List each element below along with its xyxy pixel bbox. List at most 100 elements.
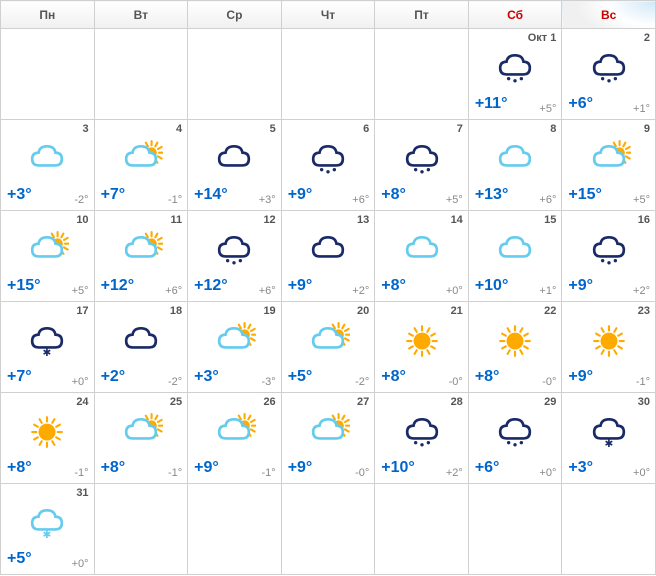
- day-cell[interactable]: 25+8°-1°: [94, 393, 188, 484]
- low-temp: +2°: [446, 467, 463, 479]
- day-number-value: 15: [544, 214, 556, 226]
- sun-icon: [1, 411, 94, 451]
- day-number: 13: [357, 214, 369, 226]
- cloud-dark-rain-icon: [469, 411, 562, 451]
- cloud-dark-rain-icon: [375, 411, 468, 451]
- day-cell[interactable]: 11+12°+6°: [94, 211, 188, 302]
- day-number-value: 19: [263, 305, 275, 317]
- day-number: 19: [263, 305, 275, 317]
- day-number: 14: [451, 214, 463, 226]
- day-cell[interactable]: 14+8°+0°: [375, 211, 469, 302]
- high-temp: +12°: [194, 277, 228, 295]
- day-cell[interactable]: 5+14°+3°: [188, 120, 282, 211]
- cloud-dark-rain-icon: [282, 138, 375, 178]
- day-number: 17: [76, 305, 88, 317]
- day-cell[interactable]: 26+9°-1°: [188, 393, 282, 484]
- day-number: 10: [76, 214, 88, 226]
- cloud-dark-icon: [282, 229, 375, 269]
- calendar-row: 24+8°-1°25+8°-1°26+9°-1°27+9°-0°28+10°+2…: [1, 393, 656, 484]
- high-temp: +3°: [568, 459, 593, 477]
- day-cell[interactable]: 8+13°+6°: [468, 120, 562, 211]
- cloud-dark-icon: [188, 138, 281, 178]
- high-temp: +3°: [194, 368, 219, 386]
- day-cell[interactable]: 22+8°-0°: [468, 302, 562, 393]
- high-temp: +9°: [288, 186, 313, 204]
- low-temp: +5°: [633, 194, 650, 206]
- high-temp: +10°: [475, 277, 509, 295]
- weekday-header: Сб: [468, 1, 562, 29]
- high-temp: +15°: [568, 186, 602, 204]
- day-cell[interactable]: 20+5°-2°: [281, 302, 375, 393]
- sun-icon: [375, 320, 468, 360]
- day-cell[interactable]: 23+9°-1°: [562, 302, 656, 393]
- weekday-header: Вс: [562, 1, 656, 29]
- low-temp: +2°: [633, 285, 650, 297]
- day-number: 2: [644, 32, 650, 44]
- svg-text:✱: ✱: [43, 347, 52, 358]
- weekday-header: Ср: [188, 1, 282, 29]
- day-number: 15: [544, 214, 556, 226]
- day-number-value: 22: [544, 305, 556, 317]
- day-cell[interactable]: 7+8°+5°: [375, 120, 469, 211]
- day-number: 16: [638, 214, 650, 226]
- day-cell[interactable]: 18+2°-2°: [94, 302, 188, 393]
- day-cell: [375, 29, 469, 120]
- day-number: 31: [76, 487, 88, 499]
- day-cell[interactable]: 28+10°+2°: [375, 393, 469, 484]
- high-temp: +6°: [568, 95, 593, 113]
- day-cell[interactable]: 3+3°-2°: [1, 120, 95, 211]
- day-number: 27: [357, 396, 369, 408]
- svg-text:✱: ✱: [43, 529, 52, 540]
- cloud-dark-rain-icon: [375, 138, 468, 178]
- day-number-value: 28: [451, 396, 463, 408]
- day-cell[interactable]: 13+9°+2°: [281, 211, 375, 302]
- cloud-light-sun-icon: [562, 138, 655, 178]
- calendar-row: Окт 1+11°+5°2+6°+1°: [1, 29, 656, 120]
- day-cell[interactable]: 17✱+7°+0°: [1, 302, 95, 393]
- high-temp: +9°: [194, 459, 219, 477]
- day-cell[interactable]: 4+7°-1°: [94, 120, 188, 211]
- day-cell[interactable]: 15 +10° +1°: [468, 211, 562, 302]
- day-cell[interactable]: 9+15°+5°: [562, 120, 656, 211]
- low-temp: -1°: [168, 194, 182, 206]
- day-number-value: 20: [357, 305, 369, 317]
- day-number-value: 12: [263, 214, 275, 226]
- high-temp: +11°: [475, 95, 508, 113]
- day-number-value: 5: [270, 123, 276, 135]
- day-number: 26: [263, 396, 275, 408]
- day-cell[interactable]: 19+3°-3°: [188, 302, 282, 393]
- day-number-value: 17: [76, 305, 88, 317]
- day-cell[interactable]: 24+8°-1°: [1, 393, 95, 484]
- calendar-row: 3+3°-2°4+7°-1°5+14°+3°6+9°+6°7+8°+5°8+13…: [1, 120, 656, 211]
- day-number: 7: [457, 123, 463, 135]
- day-number-value: 29: [544, 396, 556, 408]
- cloud-light-sun-icon: [1, 229, 94, 269]
- low-temp: +0°: [72, 558, 89, 570]
- day-cell[interactable]: Окт 1+11°+5°: [468, 29, 562, 120]
- day-cell[interactable]: 30✱+3°+0°: [562, 393, 656, 484]
- cloud-dark-rain-icon: [562, 47, 655, 87]
- day-cell[interactable]: 2+6°+1°: [562, 29, 656, 120]
- high-temp: +13°: [475, 186, 509, 204]
- day-cell[interactable]: 31✱+5°+0°: [1, 484, 95, 575]
- day-cell[interactable]: 10+15°+5°: [1, 211, 95, 302]
- cloud-dark-rain-icon: [562, 229, 655, 269]
- day-cell[interactable]: 29+6°+0°: [468, 393, 562, 484]
- day-number-value: 14: [451, 214, 463, 226]
- day-cell[interactable]: 12+12°+6°: [188, 211, 282, 302]
- low-temp: +1°: [539, 285, 556, 297]
- high-temp: +9°: [288, 459, 313, 477]
- day-cell[interactable]: 21+8°-0°: [375, 302, 469, 393]
- day-cell[interactable]: 6+9°+6°: [281, 120, 375, 211]
- day-cell: [94, 484, 188, 575]
- day-cell[interactable]: 16+9°+2°: [562, 211, 656, 302]
- day-number-value: 30: [638, 396, 650, 408]
- day-number-value: 6: [363, 123, 369, 135]
- day-number-value: 10: [76, 214, 88, 226]
- day-number-value: 25: [170, 396, 182, 408]
- day-cell[interactable]: 27+9°-0°: [281, 393, 375, 484]
- low-temp: -2°: [168, 376, 182, 388]
- day-number: 6: [363, 123, 369, 135]
- cloud-dark-rain-icon: [188, 229, 281, 269]
- high-temp: +15°: [7, 277, 41, 295]
